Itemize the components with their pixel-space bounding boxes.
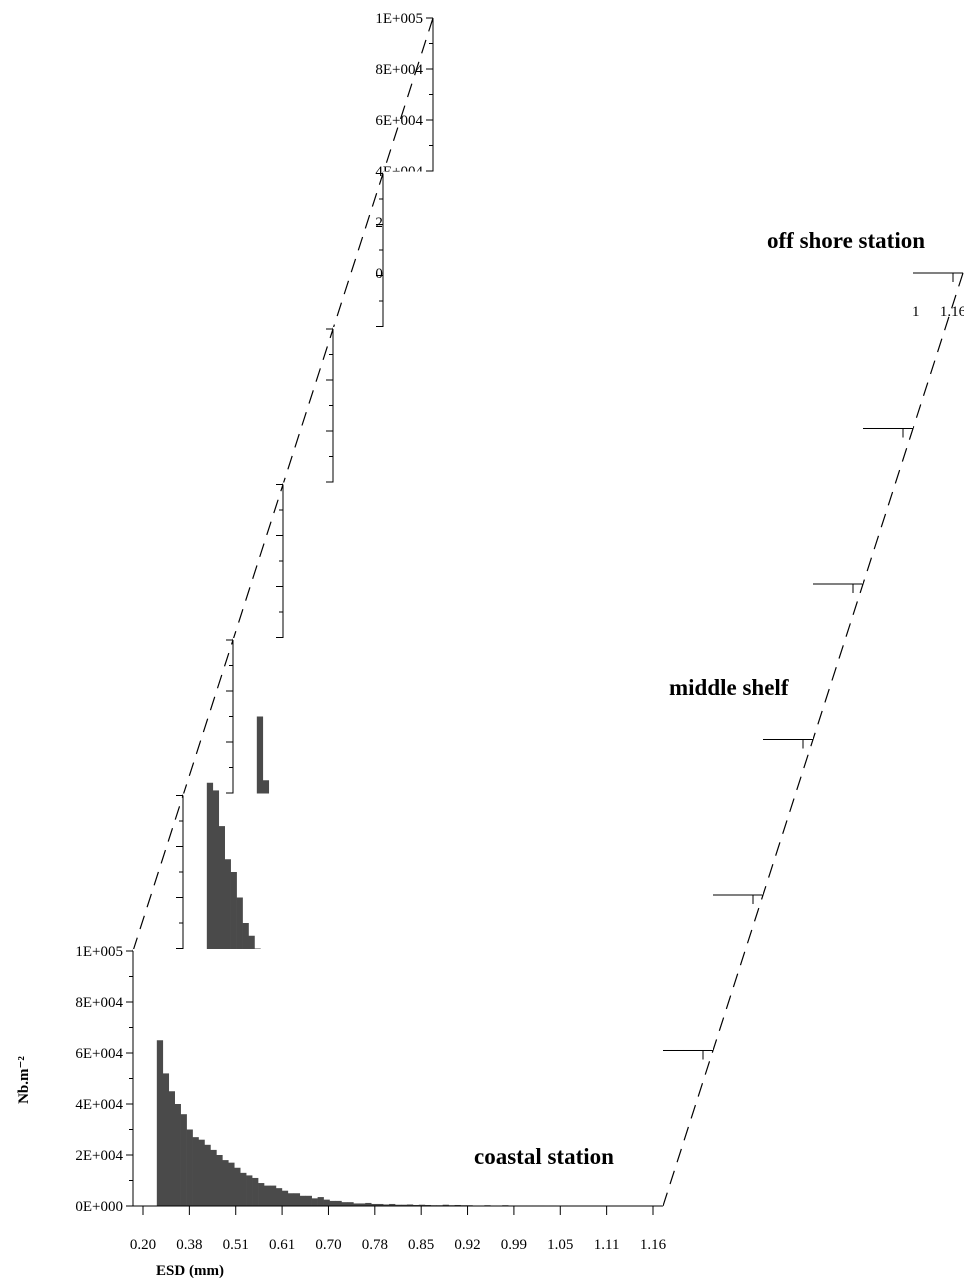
y-axis-title: Nb.m⁻² [16, 1056, 32, 1104]
y-tick-label: 0E+000 [75, 1199, 123, 1215]
histogram-bar [454, 1204, 461, 1206]
histogram-bar [377, 1203, 384, 1206]
histogram-bar [206, 782, 214, 1051]
histogram-bar [287, 1193, 295, 1206]
y-tick-label: 6E+004 [75, 1046, 123, 1062]
x-tick-label: 0.20 [130, 1237, 156, 1253]
histogram-bar [329, 1200, 336, 1206]
y-tick-label: 1E+005 [75, 944, 123, 960]
histogram-bar [383, 1204, 390, 1206]
histogram-bar [335, 1200, 342, 1206]
histogram-bar [186, 1129, 193, 1206]
histogram-bar [246, 1175, 253, 1206]
middle-shelf-label: middle shelf [669, 675, 789, 700]
histogram-bar [210, 1149, 217, 1206]
y-tick-label: 1E+005 [375, 11, 423, 27]
y-tick-label: 8E+004 [375, 62, 423, 78]
histogram-bar [168, 1091, 175, 1206]
x-tick-label: 0.78 [362, 1237, 388, 1253]
histogram-bar [218, 826, 225, 1051]
coastal-station-label: coastal station [474, 1144, 614, 1169]
histogram-bar [371, 1203, 378, 1206]
offshore-station-label: off shore station [767, 228, 925, 253]
histogram-bar [424, 1204, 432, 1206]
histogram-bar [162, 1073, 170, 1206]
histogram-bar [412, 1204, 420, 1206]
histogram-bar [234, 1167, 241, 1206]
histogram-bar [400, 1204, 408, 1206]
histogram-bar [293, 1193, 301, 1206]
chart-labels: off shore station middle shelf coastal s… [16, 228, 925, 1278]
histogram-bar [365, 1202, 372, 1206]
x-tick-label: 0.99 [501, 1237, 527, 1253]
histogram-bar [323, 1199, 330, 1207]
histogram-bar [180, 1114, 187, 1206]
y-tick-label: 4E+004 [75, 1097, 123, 1113]
histogram-bar [305, 1195, 312, 1206]
x-tick-label: 1.16 [640, 1237, 667, 1253]
x-tick-label: 0.38 [176, 1237, 202, 1253]
histogram-bar [264, 1185, 271, 1206]
histogram-bar [317, 1197, 324, 1207]
histogram-bar [258, 1183, 265, 1206]
histogram-bar [311, 1198, 318, 1206]
histogram-panel-1: 0E+000 2E+004 4E+004 6E+004 8E+004 1E+005 0.20… [75, 944, 666, 1253]
histogram-bar [204, 1144, 211, 1206]
histogram-bar [216, 1155, 223, 1206]
histogram-bar [212, 790, 220, 1051]
x-tick-label: 0.51 [223, 1237, 249, 1253]
histogram-panels: 0E+000 2E+004 4E+004 6E+004 8E+004 1E+005 0.20… [75, 11, 964, 1253]
x-tick-label: 1.05 [547, 1237, 573, 1253]
x-axis-title: ESD (mm) [156, 1263, 224, 1278]
histogram-bar [281, 1190, 289, 1206]
histogram-bar [389, 1203, 396, 1206]
histogram-bar [156, 1040, 164, 1206]
x-tick-label: 0.70 [315, 1237, 341, 1253]
histogram-bar [228, 1162, 235, 1206]
histogram-bar [359, 1203, 366, 1206]
histogram-bar [442, 1204, 449, 1206]
x-tick-label: 0.85 [408, 1237, 434, 1253]
x-tick-label: 1.16 [940, 304, 964, 320]
x-tick-label: 0.92 [454, 1237, 480, 1253]
histogram-bar [275, 1188, 283, 1206]
histogram-bar [353, 1203, 360, 1206]
x-tick-label: 1.11 [594, 1237, 620, 1253]
histogram-bar [395, 1204, 402, 1206]
histogram-bar [299, 1195, 306, 1206]
y-tick-label: 2E+004 [75, 1148, 123, 1164]
histogram-bar [347, 1202, 354, 1206]
histogram-bar [418, 1204, 426, 1206]
histogram-bar [192, 1137, 199, 1206]
y-tick-label: 6E+004 [375, 113, 423, 129]
histogram-bar [240, 1172, 247, 1206]
histogram-bar [198, 1139, 205, 1206]
histogram-bar [222, 1160, 229, 1206]
x-tick-label: 0.61 [269, 1237, 295, 1253]
histogram-bar [406, 1204, 414, 1206]
histogram-bar [174, 1104, 181, 1206]
histogram-bar [341, 1202, 348, 1206]
histogram-bar [252, 1177, 259, 1206]
y-tick-label: 8E+004 [75, 995, 123, 1011]
histogram-bar [269, 1185, 277, 1206]
